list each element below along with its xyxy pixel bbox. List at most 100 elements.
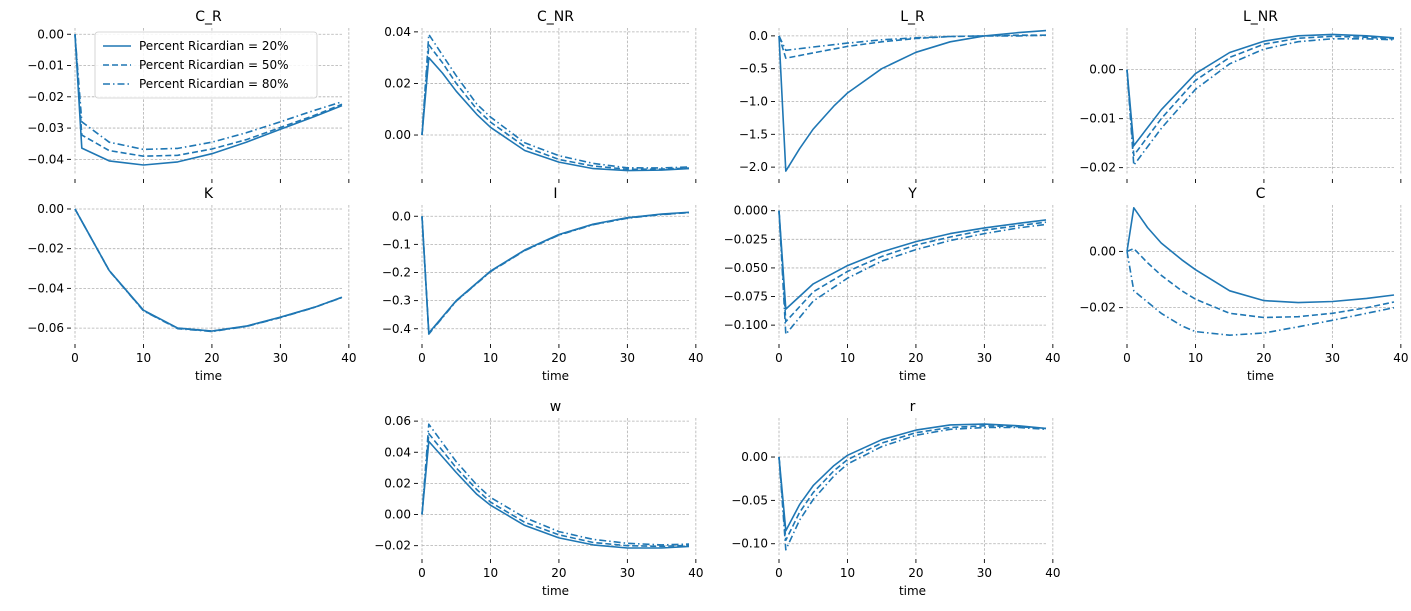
y-tick-label: 0.04 bbox=[384, 25, 411, 39]
x-tick-label: 40 bbox=[688, 566, 703, 580]
x-tick-label: 30 bbox=[273, 351, 288, 365]
subplot-title: L_R bbox=[900, 9, 925, 25]
series-line-dashdot bbox=[74, 208, 343, 333]
x-tick-label: 10 bbox=[136, 351, 151, 365]
legend-label: Percent Ricardian = 50% bbox=[139, 58, 289, 72]
y-tick-label: 0.00 bbox=[1089, 63, 1116, 77]
y-tick-label: −0.2 bbox=[382, 266, 411, 280]
x-tick-label: 10 bbox=[840, 566, 855, 580]
legend: Percent Ricardian = 20% Percent Ricardian… bbox=[94, 31, 318, 99]
x-tick-label: 40 bbox=[1045, 566, 1060, 580]
y-tick-label: −0.01 bbox=[1079, 112, 1116, 126]
y-tick-label: 0.00 bbox=[741, 450, 768, 464]
x-tick-label: 20 bbox=[1256, 351, 1271, 365]
x-tick-label: 20 bbox=[908, 566, 923, 580]
y-tick-label: 0.02 bbox=[384, 76, 411, 90]
series-line-solid bbox=[1126, 33, 1395, 147]
series-line-solid bbox=[778, 423, 1047, 532]
x-tick-label: 40 bbox=[341, 351, 356, 365]
x-tick-label: 20 bbox=[551, 351, 566, 365]
x-axis-label: time bbox=[195, 369, 222, 383]
x-tick-label: 40 bbox=[688, 351, 703, 365]
y-tick-label: −0.02 bbox=[1079, 301, 1116, 315]
x-tick-label: 20 bbox=[204, 351, 219, 365]
x-tick-label: 0 bbox=[418, 566, 426, 580]
y-tick-label: −0.06 bbox=[27, 321, 64, 335]
x-tick-label: 30 bbox=[620, 566, 635, 580]
subplot-title: I bbox=[553, 186, 557, 202]
subplot-title: K bbox=[204, 186, 214, 202]
subplot-title: Y bbox=[907, 186, 917, 202]
subplot-title: r bbox=[910, 399, 916, 415]
x-axis-label: time bbox=[542, 584, 569, 598]
y-tick-label: 0.0 bbox=[749, 29, 768, 43]
y-tick-label: −0.03 bbox=[27, 121, 64, 135]
subplot-l-nr: L_NR 0.00 −0.01 −0.02 bbox=[1079, 9, 1402, 183]
subplot-title: C bbox=[1256, 186, 1266, 202]
x-tick-label: 10 bbox=[483, 351, 498, 365]
y-tick-label: 0.06 bbox=[384, 414, 411, 428]
series-line-dashdot bbox=[778, 426, 1047, 551]
x-tick-label: 10 bbox=[1188, 351, 1203, 365]
subplot-k: K 0 10 20 30 40 0.00 −0.02 −0.04 −0.06 time bbox=[27, 186, 356, 383]
x-tick-label: 0 bbox=[775, 351, 783, 365]
series-line-dashed bbox=[421, 211, 690, 335]
x-tick-label: 20 bbox=[908, 351, 923, 365]
subplot-w: w 0 10 20 30 40 0.06 0.04 0.02 0.00 −0.02 time bbox=[374, 399, 703, 598]
subplot-title: C_R bbox=[195, 9, 222, 25]
subplot-title: L_NR bbox=[1243, 9, 1278, 25]
x-tick-label: 30 bbox=[1325, 351, 1340, 365]
subplot-c-r: C_R 0.00 −0.01 −0.02 −0.03 −0.04 Percent Ricar… bbox=[27, 9, 350, 183]
series-line-dashed bbox=[778, 425, 1047, 542]
y-tick-label: 0.00 bbox=[1089, 244, 1116, 258]
y-tick-label: −0.050 bbox=[724, 261, 768, 275]
y-tick-label: −0.02 bbox=[1079, 161, 1116, 175]
subplot-r: r 0 10 20 30 40 0.00 −0.05 −0.10 time bbox=[731, 399, 1060, 598]
subplot-l-r: L_R 0.0 −0.5 −1.0 −1.5 −2.0 bbox=[739, 9, 1054, 183]
legend-label: Percent Ricardian = 20% bbox=[139, 39, 289, 53]
y-tick-label: −0.1 bbox=[382, 237, 411, 251]
y-tick-label: 0.0 bbox=[392, 209, 411, 223]
subplot-i: I 0 10 20 30 40 0.0 −0.1 −0.2 −0.3 −0.4 time bbox=[382, 186, 704, 383]
y-tick-label: −0.05 bbox=[731, 493, 768, 507]
y-tick-label: −0.10 bbox=[731, 537, 768, 551]
x-tick-label: 30 bbox=[977, 566, 992, 580]
x-axis-label: time bbox=[899, 369, 926, 383]
series-line-dashdot bbox=[778, 210, 1047, 336]
y-tick-label: −0.5 bbox=[739, 62, 768, 76]
y-tick-label: −1.0 bbox=[739, 95, 768, 109]
x-tick-label: 40 bbox=[1045, 351, 1060, 365]
y-tick-label: −0.025 bbox=[724, 232, 768, 246]
x-tick-label: 10 bbox=[483, 566, 498, 580]
y-tick-label: −0.075 bbox=[724, 290, 768, 304]
series-line-dashdot bbox=[74, 34, 343, 151]
y-tick-label: −1.5 bbox=[739, 127, 768, 141]
y-tick-label: −0.4 bbox=[382, 322, 411, 336]
x-axis-label: time bbox=[542, 369, 569, 383]
y-tick-label: −0.100 bbox=[724, 318, 768, 332]
x-tick-label: 10 bbox=[840, 351, 855, 365]
series-line-dashdot bbox=[421, 423, 690, 546]
series-line-dashdot bbox=[1126, 251, 1395, 336]
y-tick-label: 0.000 bbox=[734, 204, 768, 218]
y-tick-label: −0.3 bbox=[382, 294, 411, 308]
y-tick-label: −0.04 bbox=[27, 281, 64, 295]
x-tick-label: 0 bbox=[418, 351, 426, 365]
x-tick-label: 20 bbox=[551, 566, 566, 580]
series-line-dashed bbox=[778, 210, 1047, 323]
series-line-dashdot bbox=[421, 211, 690, 335]
y-tick-label: 0.02 bbox=[384, 476, 411, 490]
series-line-solid bbox=[421, 56, 690, 172]
series-line-dashed bbox=[74, 34, 343, 157]
series-line-dashed bbox=[421, 44, 690, 171]
y-tick-label: −2.0 bbox=[739, 160, 768, 174]
series-line-dashdot bbox=[421, 33, 690, 169]
x-tick-label: 30 bbox=[977, 351, 992, 365]
x-tick-label: 30 bbox=[620, 351, 635, 365]
y-tick-label: 0.00 bbox=[37, 27, 64, 41]
series-line-dashed bbox=[778, 34, 1046, 59]
series-line-dashdot bbox=[778, 34, 1047, 52]
x-tick-label: 0 bbox=[775, 566, 783, 580]
y-tick-label: 0.00 bbox=[384, 128, 411, 142]
